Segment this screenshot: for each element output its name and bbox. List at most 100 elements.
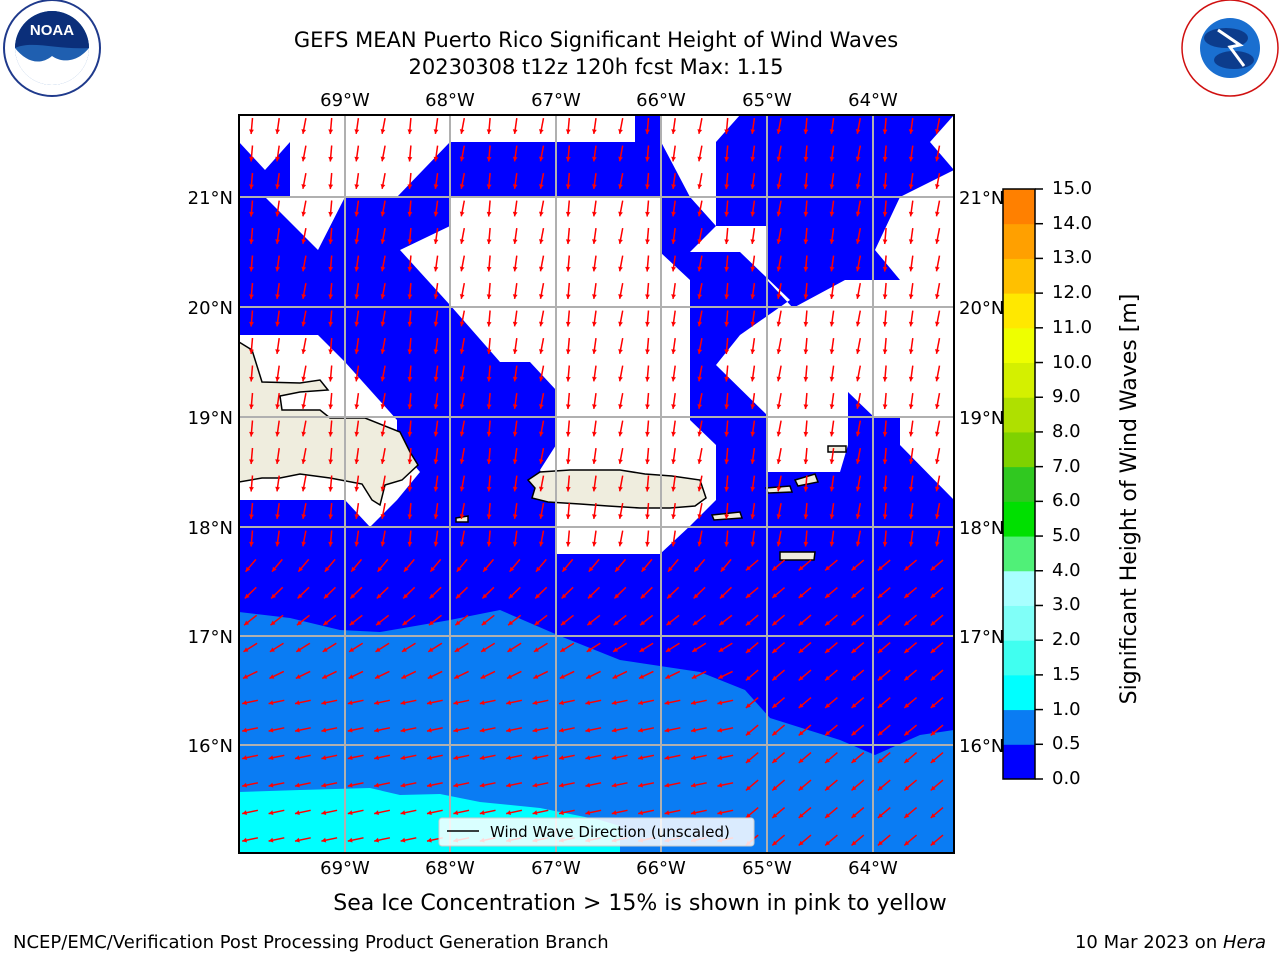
wave-direction-arrowhead [692, 620, 698, 626]
wave-direction-arrowhead [829, 156, 835, 162]
wave-direction-arrowhead [803, 321, 809, 327]
wave-direction-arrowhead [539, 211, 544, 217]
wave-direction-arrowhead [427, 674, 433, 679]
wave-direction-arrowhead [539, 349, 544, 354]
wave-direction-arrowhead [380, 211, 386, 217]
wave-direction-arrowhead [750, 431, 756, 437]
wave-direction-arrowhead [935, 376, 940, 382]
wave-direction-arrowhead [586, 674, 592, 679]
colorbar-tick-label: 8.0 [1052, 420, 1081, 442]
wave-direction-arrowhead [618, 404, 623, 409]
wave-direction-arrowhead [935, 239, 940, 244]
wave-direction-arrowhead [374, 700, 379, 705]
wave-direction-arrowhead [750, 211, 756, 217]
nws-logo [1181, 0, 1279, 97]
wave-direction-arrowhead [539, 404, 544, 409]
wave-direction-arrowhead [671, 376, 676, 382]
wave-direction-arrowhead [453, 810, 459, 815]
wave-direction-arrowhead [694, 566, 699, 572]
wave-direction-arrowhead [745, 813, 751, 818]
wave-direction-arrowhead [354, 321, 360, 327]
wave-direction-arrowhead [453, 755, 459, 760]
wave-direction-arrowhead [645, 184, 650, 189]
wave-direction-arrowhead [877, 730, 883, 736]
wave-direction-arrowhead [935, 184, 940, 189]
lon-label: 67°W [531, 90, 581, 111]
wave-direction-arrowhead [645, 349, 650, 354]
wave-direction-arrowhead [829, 459, 835, 464]
wave-direction-arrowhead [882, 376, 888, 382]
wave-direction-arrowhead [512, 541, 518, 547]
wave-direction-arrowhead [301, 349, 307, 354]
wave-direction-arrow [964, 393, 965, 409]
wave-direction-arrowhead [851, 675, 857, 681]
wave-direction-arrowhead [772, 593, 778, 598]
wave-direction-arrowhead [803, 459, 809, 464]
wave-direction-arrowhead [347, 810, 353, 815]
colorbar-tick-label: 0.5 [1052, 733, 1081, 755]
wave-direction-arrowhead [486, 294, 492, 299]
wave-direction-arrowhead [855, 376, 861, 382]
wave-direction-arrowhead [877, 620, 883, 626]
wave-direction-arrowhead [750, 321, 756, 327]
wave-direction-arrowhead [539, 431, 544, 437]
wave-direction-arrowhead [717, 782, 723, 788]
wave-direction-arrowhead [347, 755, 353, 760]
wave-direction-arrowhead [565, 184, 571, 189]
wave-direction-arrowhead [427, 700, 432, 705]
wave-direction-arrowhead [377, 566, 383, 572]
colorbar-segment [1003, 293, 1035, 329]
wave-direction-arrowhead [671, 486, 676, 492]
wave-direction-arrowhead [433, 349, 439, 354]
wave-direction-arrowhead [935, 541, 940, 547]
wave-direction-arrowhead [882, 156, 888, 162]
wave-direction-arrowhead [745, 785, 751, 791]
colorbar-segment [1003, 223, 1035, 259]
wave-direction-arrowhead [354, 156, 360, 162]
wave-direction-arrowhead [882, 239, 888, 244]
wave-direction-arrowhead [611, 727, 617, 733]
wave-direction-arrowhead [724, 184, 730, 189]
wave-direction-arrow [957, 780, 969, 790]
wave-direction-arrowhead [908, 321, 914, 327]
wave-direction-arrowhead [750, 266, 756, 272]
wave-direction-arrowhead [962, 459, 967, 464]
wave-direction-arrowhead [692, 647, 698, 652]
wave-direction-arrowhead [380, 184, 386, 189]
wave-direction-arrowhead [249, 129, 254, 134]
lat-label: 21°N [188, 188, 233, 209]
noaa-logo-text: NOAA [30, 22, 74, 39]
wave-direction-arrowhead [433, 266, 439, 272]
wave-direction-arrow [957, 588, 969, 598]
colorbar-segment [1003, 362, 1035, 398]
wave-direction-arrowhead [348, 674, 354, 679]
wave-direction-arrowhead [908, 459, 914, 464]
wave-direction-arrowhead [459, 294, 465, 299]
wave-direction-arrowhead [592, 459, 597, 464]
wave-direction-arrow [957, 670, 969, 680]
wave-direction-arrowhead [851, 703, 857, 708]
wave-direction-arrowhead [486, 321, 492, 327]
wave-direction-arrowhead [957, 566, 962, 571]
wave-direction-arrowhead [750, 514, 756, 519]
wave-direction-arrowhead [347, 837, 353, 843]
wave-direction-arrowhead [275, 541, 280, 547]
wave-direction-arrowhead [268, 755, 274, 760]
wave-direction-arrowhead [908, 404, 914, 409]
wave-direction-arrowhead [560, 647, 566, 652]
wave-direction-arrowhead [539, 294, 544, 299]
wave-direction-arrowhead [328, 129, 334, 134]
wave-direction-arrowhead [275, 349, 280, 354]
lat-labels-left: 21°N 20°N 19°N 18°N 17°N 16°N [188, 188, 233, 757]
wave-direction-arrowhead [697, 459, 703, 464]
wave-direction-arrowhead [877, 593, 883, 598]
wave-direction-arrowhead [671, 156, 676, 162]
lat-label: 17°N [959, 627, 1004, 648]
wave-direction-arrowhead [697, 431, 703, 437]
wave-direction-arrow [964, 228, 965, 244]
wave-direction-arrowhead [829, 541, 835, 547]
wave-direction-arrowhead [354, 404, 360, 409]
wave-direction-arrowhead [618, 349, 623, 354]
wave-direction-arrowhead [772, 620, 778, 626]
lat-label: 16°N [959, 736, 1004, 757]
